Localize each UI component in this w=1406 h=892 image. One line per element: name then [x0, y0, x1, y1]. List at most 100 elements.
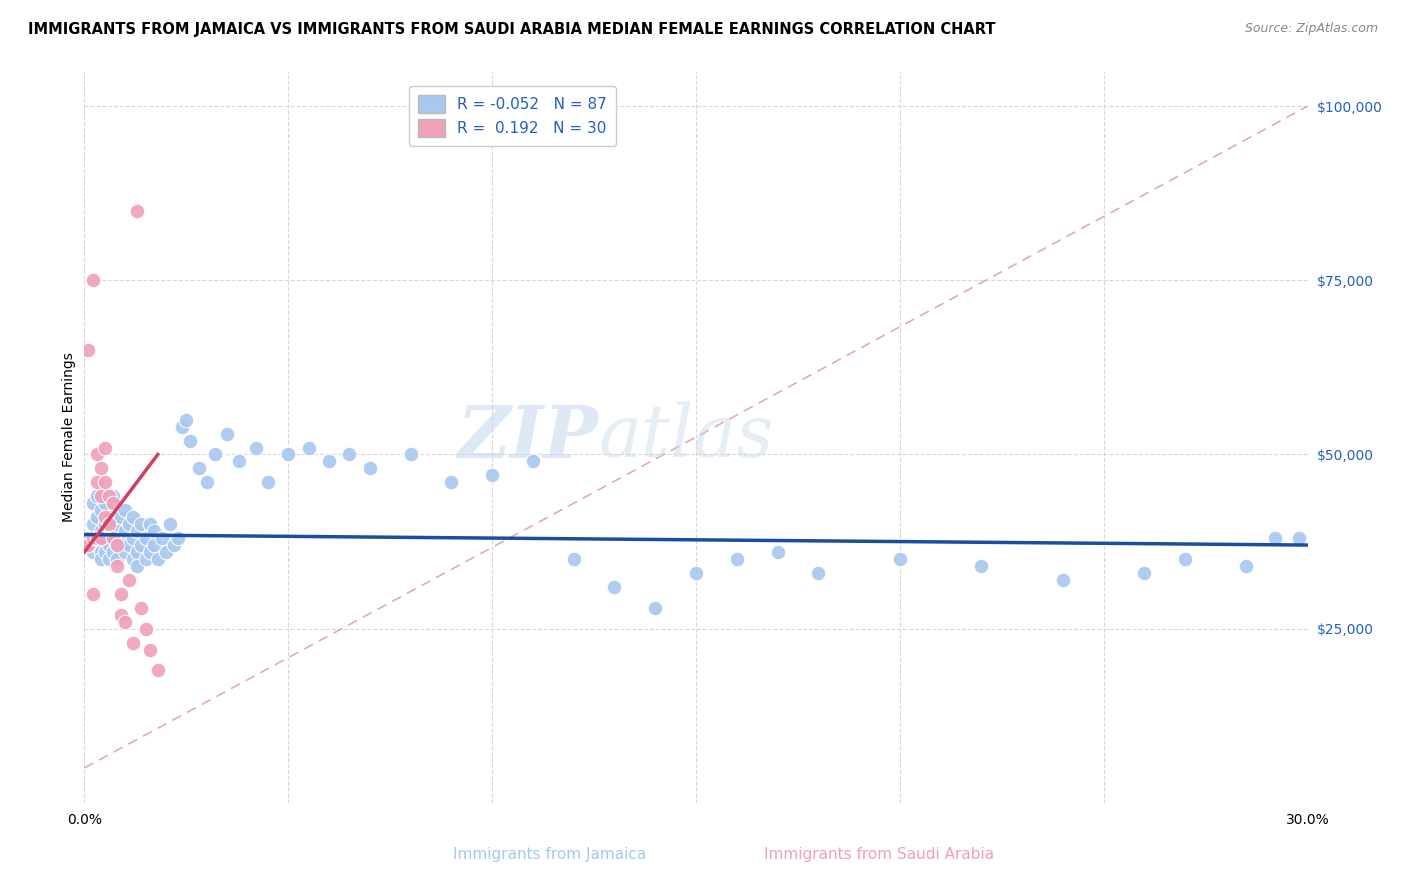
Point	[1174, 552, 1197, 566]
Point	[110, 531, 132, 545]
Point	[127, 524, 149, 538]
Point	[82, 587, 104, 601]
Point	[889, 552, 911, 566]
Point	[86, 448, 108, 462]
Point	[167, 531, 190, 545]
Point	[86, 489, 108, 503]
Point	[86, 531, 108, 545]
Point	[118, 538, 141, 552]
Point	[90, 531, 112, 545]
Point	[86, 475, 108, 490]
Point	[131, 538, 153, 552]
Point	[82, 517, 104, 532]
Point	[86, 531, 108, 545]
Point	[118, 573, 141, 587]
Point	[159, 517, 181, 532]
Point	[138, 545, 160, 559]
Point	[195, 475, 218, 490]
Point	[135, 531, 157, 545]
Point	[603, 580, 626, 594]
Point	[127, 545, 149, 559]
Point	[93, 441, 115, 455]
Point	[1052, 573, 1074, 587]
Point	[217, 426, 239, 441]
Point	[105, 538, 128, 552]
Point	[97, 489, 120, 503]
Point	[318, 454, 340, 468]
Point	[77, 531, 100, 545]
Point	[339, 448, 361, 462]
Point	[172, 419, 194, 434]
Point	[122, 510, 145, 524]
Point	[101, 545, 124, 559]
Point	[101, 496, 124, 510]
Point	[105, 552, 128, 566]
Point	[766, 545, 789, 559]
Point	[110, 587, 132, 601]
Point	[105, 524, 128, 538]
Point	[440, 475, 463, 490]
Legend: R = -0.052   N = 87, R =  0.192   N = 30: R = -0.052 N = 87, R = 0.192 N = 30	[409, 87, 616, 146]
Point	[86, 538, 108, 552]
Point	[228, 454, 250, 468]
Point	[77, 343, 100, 357]
Point	[101, 531, 124, 545]
Point	[359, 461, 381, 475]
Point	[114, 503, 136, 517]
Text: Immigrants from Saudi Arabia: Immigrants from Saudi Arabia	[765, 847, 994, 862]
Point	[93, 545, 115, 559]
Point	[90, 489, 112, 503]
Point	[127, 558, 149, 573]
Point	[1236, 558, 1258, 573]
Point	[970, 558, 993, 573]
Point	[187, 461, 209, 475]
Point	[155, 545, 177, 559]
Text: Source: ZipAtlas.com: Source: ZipAtlas.com	[1244, 22, 1378, 36]
Point	[135, 552, 157, 566]
Point	[105, 558, 128, 573]
Point	[1264, 531, 1286, 545]
Point	[257, 475, 280, 490]
Point	[90, 461, 112, 475]
Point	[114, 545, 136, 559]
Text: atlas: atlas	[598, 401, 773, 473]
Point	[174, 412, 197, 426]
Point	[138, 517, 160, 532]
Point	[86, 510, 108, 524]
Point	[127, 203, 149, 218]
Point	[522, 454, 544, 468]
Point	[82, 531, 104, 545]
Point	[644, 600, 666, 615]
Point	[97, 510, 120, 524]
Point	[90, 503, 112, 517]
Point	[122, 635, 145, 649]
Point	[399, 448, 422, 462]
Point	[82, 273, 104, 287]
Point	[1133, 566, 1156, 580]
Point	[146, 664, 169, 678]
Point	[114, 615, 136, 629]
Point	[93, 517, 115, 532]
Point	[131, 600, 153, 615]
Y-axis label: Median Female Earnings: Median Female Earnings	[62, 352, 76, 522]
Point	[138, 642, 160, 657]
Point	[101, 517, 124, 532]
Point	[179, 434, 201, 448]
Point	[163, 538, 186, 552]
Point	[245, 441, 267, 455]
Point	[142, 538, 165, 552]
Point	[110, 607, 132, 622]
Point	[97, 552, 120, 566]
Point	[97, 517, 120, 532]
Point	[298, 441, 321, 455]
Point	[118, 517, 141, 532]
Point	[131, 517, 153, 532]
Point	[77, 538, 100, 552]
Point	[90, 545, 112, 559]
Point	[110, 510, 132, 524]
Point	[807, 566, 830, 580]
Point	[93, 475, 115, 490]
Point	[135, 622, 157, 636]
Point	[97, 538, 120, 552]
Point	[562, 552, 585, 566]
